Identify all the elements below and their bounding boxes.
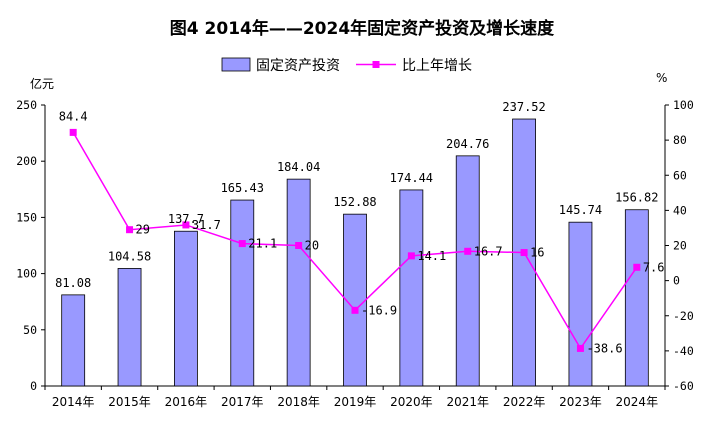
y-right-tick-label: 0 <box>673 274 680 288</box>
bar-value-label: 156.82 <box>615 191 658 205</box>
x-tick-label: 2021年 <box>446 395 489 409</box>
growth-point <box>182 221 190 229</box>
y-right-tick-label: -40 <box>673 344 694 358</box>
growth-value-label: 31.7 <box>192 218 221 232</box>
x-tick-label: 2022年 <box>503 395 546 409</box>
x-tick-label: 2018年 <box>277 395 320 409</box>
bar <box>399 189 424 387</box>
y-left-tick-label: 0 <box>30 379 37 393</box>
y-left-tick-label: 100 <box>16 267 37 281</box>
legend-bar-swatch <box>221 57 251 72</box>
legend-line-marker <box>372 61 380 68</box>
y-right-tick-label: -20 <box>673 309 694 323</box>
bar-value-label: 165.43 <box>221 181 264 195</box>
growth-point <box>520 249 528 257</box>
bar <box>455 155 480 387</box>
x-tick-label: 2016年 <box>165 395 208 409</box>
growth-value-label: 21.1 <box>248 237 277 251</box>
y-left-tick-label: 200 <box>16 154 37 168</box>
bar-value-label: 145.74 <box>559 203 602 217</box>
bar-value-label: 152.88 <box>333 195 376 209</box>
growth-value-label: 14.1 <box>417 249 446 263</box>
axes: 050100150200250-60-40-200204060801002014… <box>16 98 694 409</box>
growth-value-label: 7.6 <box>643 260 665 274</box>
growth-point <box>295 242 303 249</box>
growth-point <box>407 252 415 260</box>
growth-value-label: 16.7 <box>474 244 503 258</box>
y-right-tick-label: 80 <box>673 133 687 147</box>
y-right-tick-label: 20 <box>673 239 687 253</box>
bar <box>61 294 86 387</box>
bar-value-label: 104.58 <box>108 249 151 263</box>
growth-value-label: 16 <box>530 246 544 260</box>
bar <box>230 199 255 387</box>
bar <box>568 221 593 387</box>
bar-value-label: 204.76 <box>446 137 489 151</box>
growth-point <box>576 344 584 352</box>
growth-value-label: -38.6 <box>586 341 622 355</box>
line-series-group <box>69 128 641 352</box>
x-tick-label: 2014年 <box>52 395 95 409</box>
x-tick-label: 2024年 <box>616 395 659 409</box>
bar-value-label: 174.44 <box>390 171 433 185</box>
x-tick-label: 2015年 <box>108 395 151 409</box>
bar-value-label: 184.04 <box>277 160 320 174</box>
y-left-unit: 亿元 <box>30 76 54 91</box>
bar <box>174 230 198 387</box>
growth-value-label: 20 <box>305 239 319 253</box>
growth-value-label: 84.4 <box>59 109 88 123</box>
y-left-tick-label: 50 <box>23 323 37 337</box>
legend-bar-label: 固定资产投资 <box>256 58 340 74</box>
chart-title: 图4 2014年——2024年固定资产投资及增长速度 <box>170 18 555 39</box>
bar-value-label: 237.52 <box>502 100 545 114</box>
x-tick-label: 2023年 <box>559 395 602 409</box>
y-right-tick-label: -60 <box>673 379 694 393</box>
x-tick-label: 2017年 <box>221 395 264 409</box>
y-right-tick-label: 100 <box>673 98 694 112</box>
y-left-tick-label: 150 <box>16 210 37 224</box>
growth-point <box>238 240 246 248</box>
legend: 固定资产投资 比上年增长 <box>221 57 472 74</box>
growth-point <box>351 306 359 314</box>
growth-point <box>633 263 641 271</box>
growth-point <box>69 128 77 136</box>
bars-group <box>61 118 649 387</box>
y-right-tick-label: 60 <box>673 168 687 182</box>
y-right-unit: % <box>656 71 667 85</box>
legend-line-label: 比上年增长 <box>402 58 472 74</box>
labels-group: 81.08 104.58 137.7 165.43 184.04 152.88 174.44… <box>55 100 664 355</box>
bar <box>286 178 311 387</box>
growth-value-label: -16.9 <box>361 303 397 317</box>
x-tick-label: 2020年 <box>390 395 433 409</box>
bar <box>117 268 142 387</box>
y-left-tick-label: 250 <box>16 98 37 112</box>
growth-value-label: 29 <box>136 223 150 237</box>
bar-value-label: 137.7 <box>168 212 204 226</box>
growth-point <box>464 247 472 255</box>
growth-point <box>126 226 134 234</box>
bar-value-label: 81.08 <box>55 276 91 290</box>
y-right-tick-label: 40 <box>673 203 687 217</box>
bar <box>624 209 649 387</box>
x-tick-label: 2019年 <box>334 395 377 409</box>
